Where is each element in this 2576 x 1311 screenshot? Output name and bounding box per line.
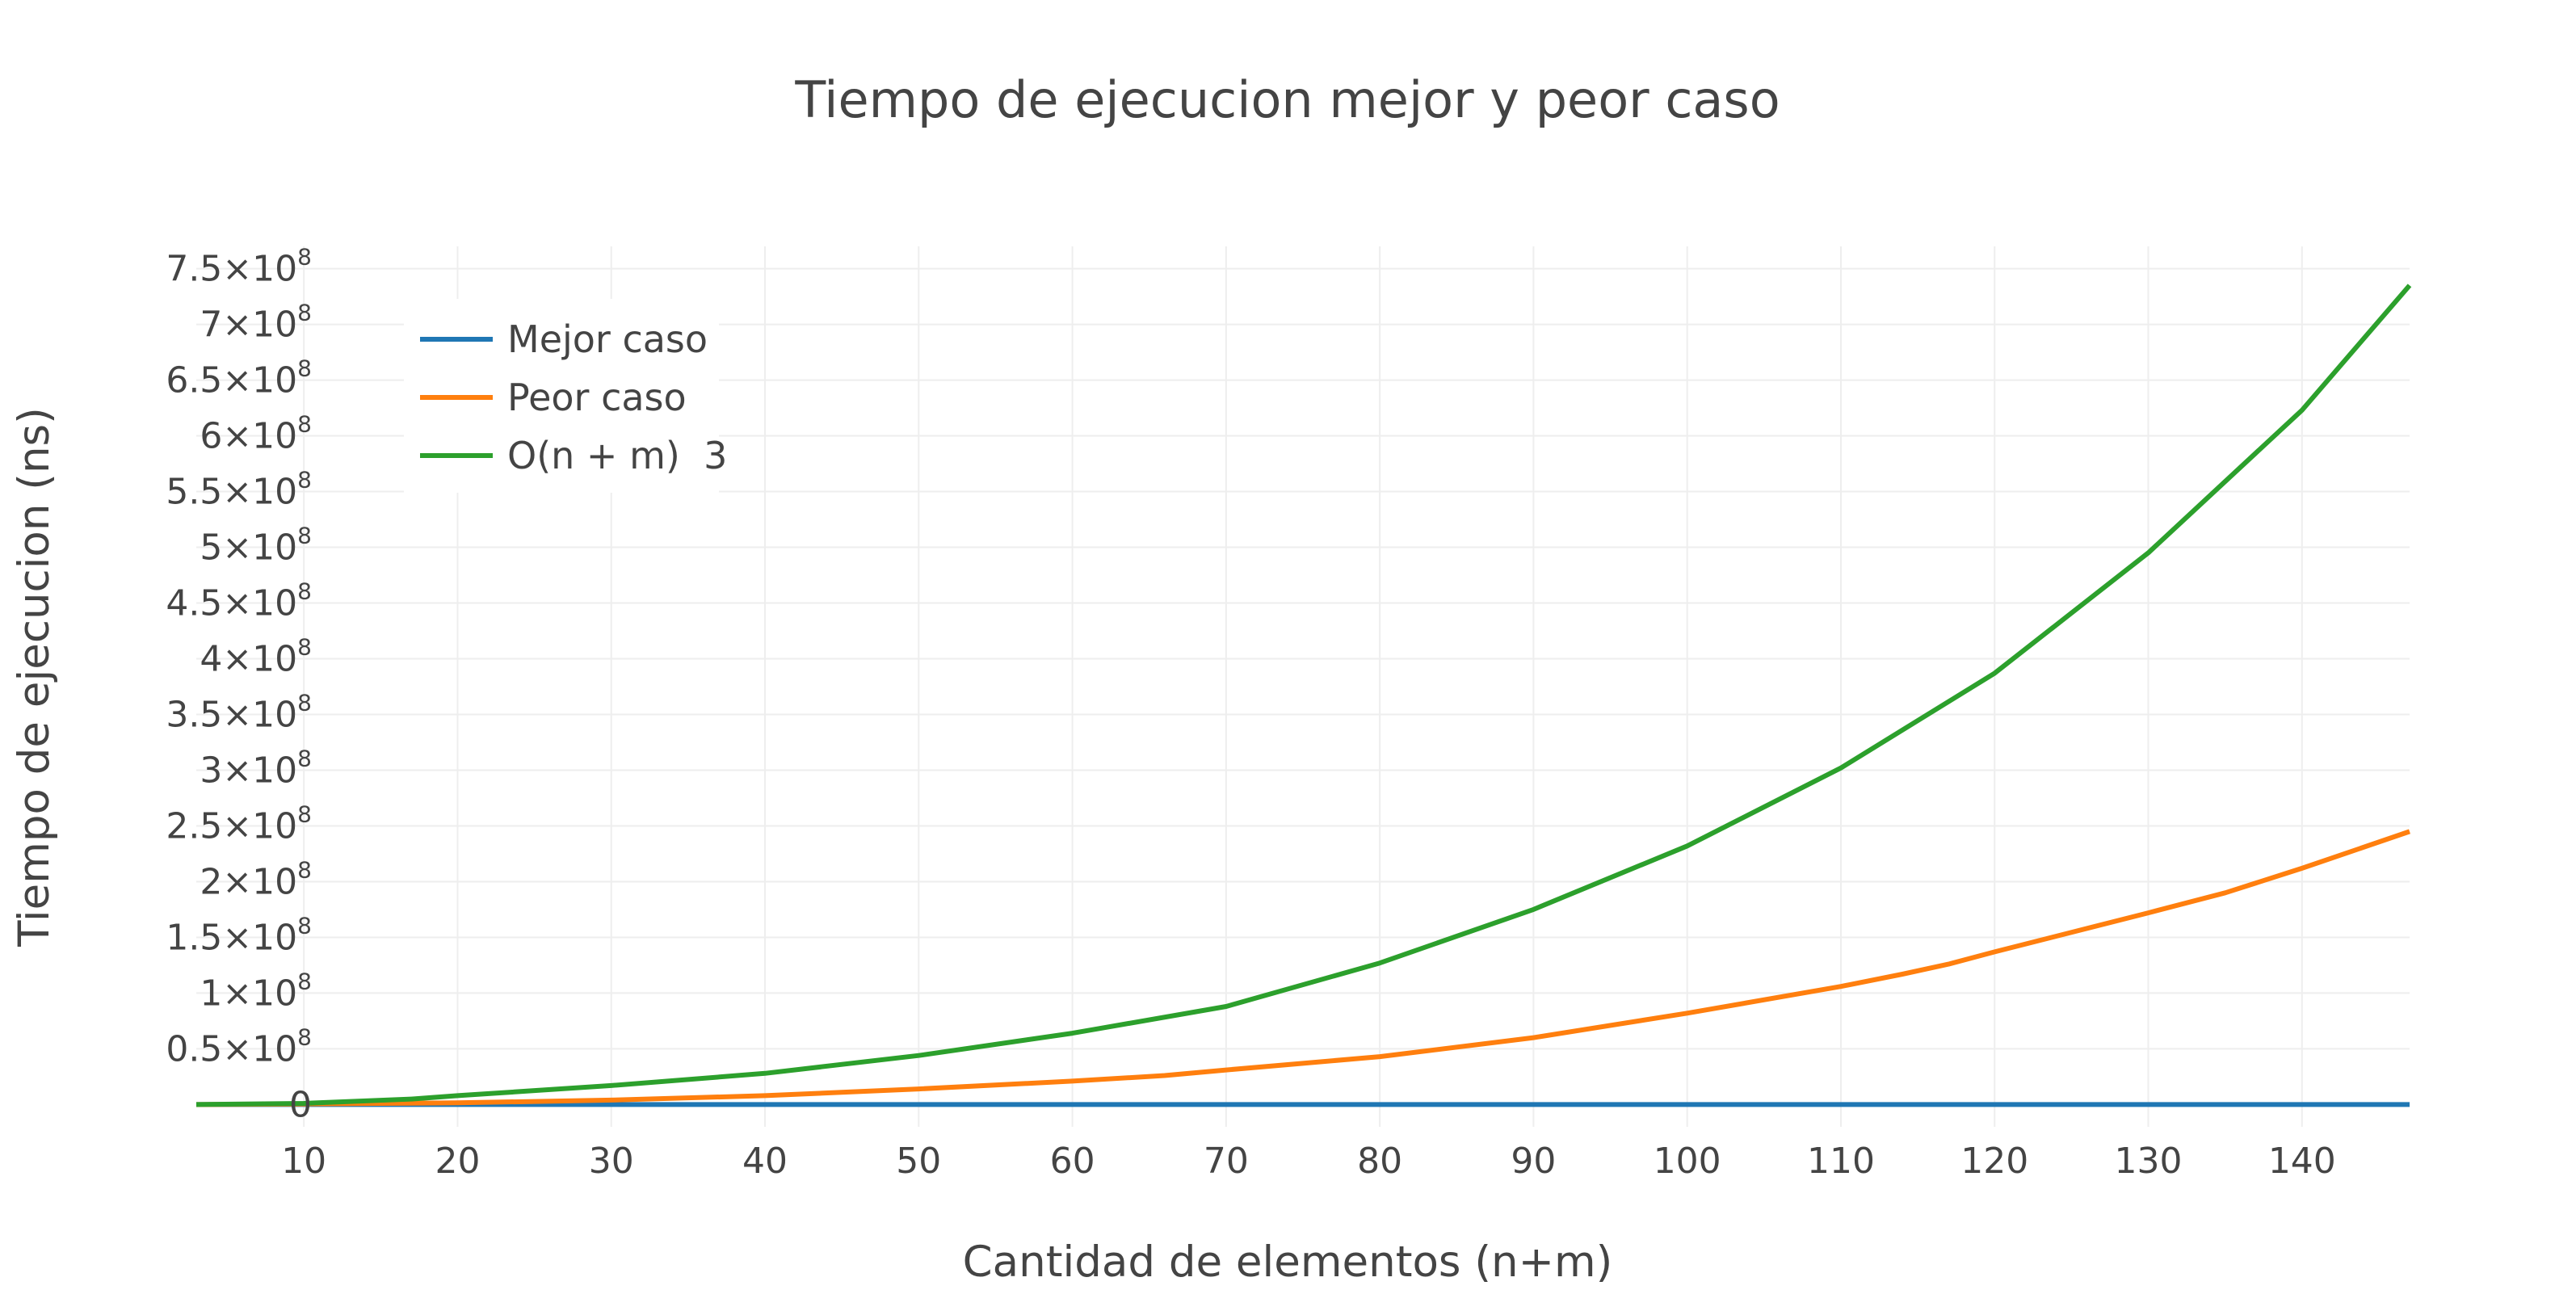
legend-label: Peor caso (507, 376, 687, 419)
x-tick-label: 40 (742, 1141, 788, 1182)
legend-label: Mejor caso (507, 317, 708, 361)
y-tick-labels: 0 0.5×108 1×108 1.5×108 2×108 2.5×108 3×108 3.5… (166, 244, 312, 1126)
x-tick-label: 50 (896, 1141, 941, 1182)
x-tick-label: 10 (281, 1141, 326, 1182)
y-tick-label: 0 (289, 1084, 312, 1125)
y-axis-title: Tiempo de ejecucion (ns) (10, 407, 59, 948)
legend: Mejor caso Peor caso O(n + m) 3 (404, 299, 727, 493)
x-tick-label: 120 (1960, 1141, 2028, 1182)
y-tick-label: 3.5×108 (166, 689, 312, 735)
x-tick-label: 70 (1204, 1141, 1249, 1182)
y-tick-label: 3×108 (200, 745, 312, 791)
y-tick-label: 0.5×108 (166, 1023, 312, 1069)
y-tick-label: 4×108 (200, 634, 312, 680)
y-tick-label: 1.5×108 (166, 912, 312, 958)
x-tick-label: 110 (1807, 1141, 1875, 1182)
x-axis-title: Cantidad de elementos (n+m) (963, 1237, 1613, 1287)
y-tick-label: 2×108 (200, 856, 312, 902)
series-lines (195, 284, 2412, 1107)
x-tick-label: 80 (1357, 1141, 1402, 1182)
series-line-peor-caso (195, 829, 2410, 1107)
x-tick-label: 100 (1654, 1141, 1721, 1182)
y-tick-label: 2.5×108 (166, 800, 312, 847)
y-tick-label: 7×108 (200, 300, 312, 346)
y-tick-label: 5.5×108 (166, 467, 312, 513)
y-tick-label: 4.5×108 (166, 578, 312, 624)
x-tick-label: 130 (2115, 1141, 2183, 1182)
legend-label: O(n + m) 3 (507, 434, 727, 477)
x-tick-label: 60 (1050, 1141, 1095, 1182)
x-tick-labels: 10 20 30 40 50 60 70 80 90 100 110 120 130 140 (281, 1141, 2336, 1182)
y-tick-label: 6×108 (200, 411, 312, 457)
x-tick-label: 140 (2268, 1141, 2336, 1182)
y-tick-label: 5×108 (200, 523, 312, 569)
chart-title: Tiempo de ejecucion mejor y peor caso (794, 70, 1780, 129)
x-tick-label: 20 (435, 1141, 480, 1182)
y-tick-label: 6.5×108 (166, 355, 312, 401)
series-line-o-n-m-3 (195, 284, 2412, 1107)
x-tick-label: 30 (589, 1141, 634, 1182)
x-tick-label: 90 (1511, 1141, 1556, 1182)
y-tick-label: 7.5×108 (166, 244, 312, 290)
y-tick-label: 1×108 (200, 968, 312, 1014)
gridlines (196, 246, 2410, 1127)
